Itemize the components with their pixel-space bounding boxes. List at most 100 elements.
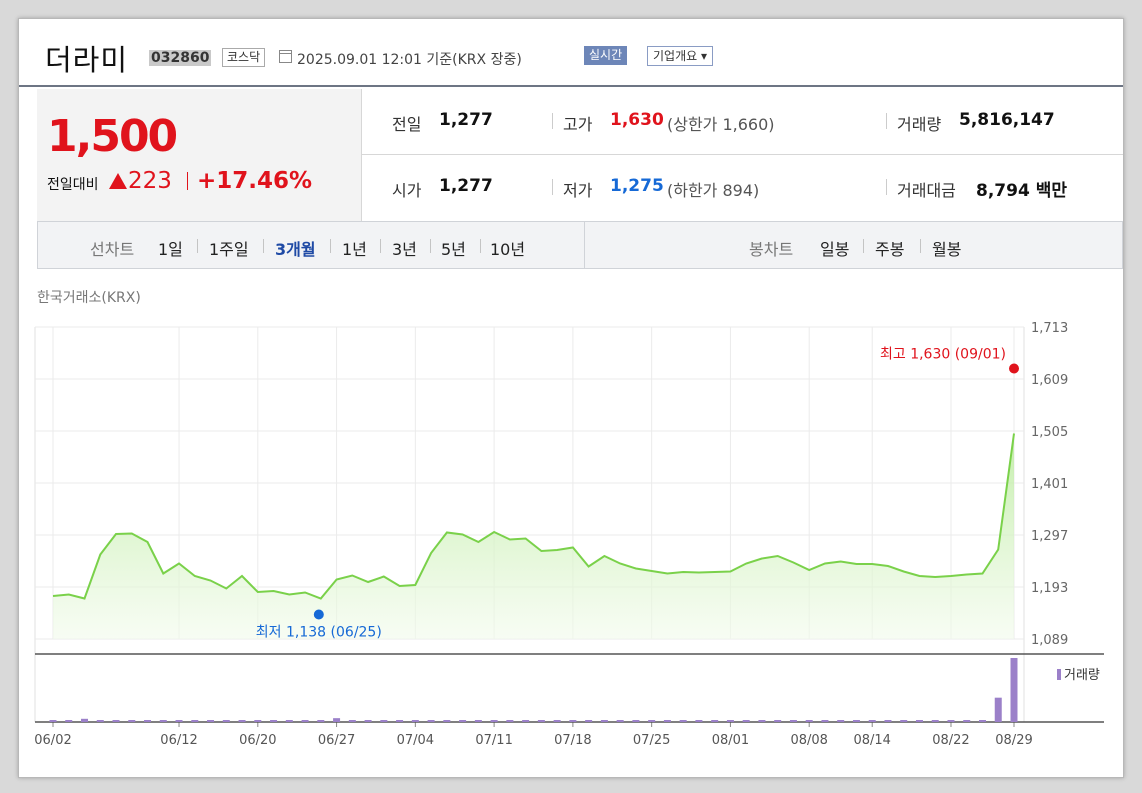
change-percent: +17.46% <box>197 168 313 194</box>
lower-limit: (하한가 894) <box>667 181 760 200</box>
x-tick-label: 08/22 <box>932 733 969 748</box>
period-3m[interactable]: 3개월 <box>275 240 316 259</box>
y-tick-label: 1,193 <box>1031 581 1068 596</box>
volume-bar <box>81 718 89 722</box>
volume-bar <box>191 720 199 722</box>
volume-bar <box>175 720 183 722</box>
volume-bar <box>600 720 608 722</box>
volume-bar <box>963 720 971 722</box>
amount-value: 8,794 백만 <box>976 181 1067 201</box>
volume-bar <box>443 720 451 722</box>
volume-bar <box>348 720 356 722</box>
open-label: 시가 <box>392 181 422 200</box>
price-area <box>53 433 1014 639</box>
volume-bar <box>821 720 829 722</box>
x-tick-label: 07/04 <box>397 733 434 748</box>
price-line <box>52 433 1015 600</box>
y-tick-label: 1,609 <box>1031 373 1068 388</box>
volume-bar <box>569 720 577 722</box>
stat-divider <box>552 179 553 195</box>
period-5y[interactable]: 5년 <box>441 240 466 259</box>
volume-bar <box>459 720 467 722</box>
volume-bar <box>537 720 545 722</box>
volume-bar <box>994 697 1002 722</box>
x-tick-label: 06/12 <box>160 733 197 748</box>
volume-bar <box>474 720 482 722</box>
candle-daily[interactable]: 일봉 <box>820 240 850 259</box>
volume-bar <box>648 720 656 722</box>
x-tick-label: 08/14 <box>853 733 890 748</box>
high-value: 1,630 <box>610 110 664 130</box>
period-1d[interactable]: 1일 <box>158 240 183 259</box>
x-tick-label: 08/01 <box>712 733 749 748</box>
period-divider <box>263 239 264 253</box>
volume-bar <box>711 720 719 722</box>
volume-bar <box>1010 658 1018 722</box>
volume-bar <box>978 720 986 722</box>
volume-label: 거래량 <box>897 115 942 134</box>
price-summary: 1,500 전일대비 223 +17.46% <box>37 89 362 221</box>
period-1w[interactable]: 1주일 <box>209 240 249 259</box>
volume-bar <box>915 720 923 722</box>
volume-bar <box>364 720 372 722</box>
change-amount: 223 <box>128 168 172 194</box>
volume-bar <box>726 720 734 722</box>
low-value: 1,275 <box>610 176 664 196</box>
volume-bar <box>695 720 703 722</box>
x-tick-label: 08/08 <box>790 733 827 748</box>
volume-bar <box>270 720 278 722</box>
low-label: 최저 1,138 (06/25) <box>256 625 382 641</box>
volume-bar <box>506 720 514 722</box>
volume-bar <box>837 720 845 722</box>
stock-name: 더라미 <box>45 43 129 77</box>
volume-bar <box>207 720 215 722</box>
company-overview-dropdown[interactable]: 기업개요 ▾ <box>647 46 713 66</box>
period-1y[interactable]: 1년 <box>342 240 367 259</box>
price-chart: 1,713 1,609 1,505 1,401 1,297 1,193 1,089 06/02… <box>34 321 1104 748</box>
x-tick-label: 06/27 <box>318 733 355 748</box>
period-divider <box>197 239 198 253</box>
calendar-icon <box>279 50 292 63</box>
volume-bar <box>884 720 892 722</box>
y-tick-label: 1,089 <box>1031 633 1068 648</box>
stock-widget: 더라미 032860 코스닥 2025.09.01 12:01 기준(KRX 장… <box>18 18 1124 778</box>
volume-bar <box>49 720 57 722</box>
volume-bar <box>301 720 309 722</box>
period-divider <box>380 239 381 253</box>
volume-bar <box>805 720 813 722</box>
volume-bar <box>222 720 230 722</box>
x-tick-label: 08/29 <box>995 733 1032 748</box>
high-marker <box>1009 363 1019 374</box>
low-label: 저가 <box>563 181 593 200</box>
y-tick-label: 1,505 <box>1031 425 1068 440</box>
volume-bar <box>112 720 120 722</box>
volume-bar <box>900 720 908 722</box>
y-tick-label: 1,297 <box>1031 529 1068 544</box>
volume-bar <box>238 720 246 722</box>
volume-bar <box>159 720 167 722</box>
period-divider <box>920 239 921 253</box>
amount-label: 거래대금 <box>897 181 956 200</box>
volume-bar <box>742 720 750 722</box>
volume-bar <box>317 720 325 722</box>
y-tick-label: 1,401 <box>1031 477 1068 492</box>
high-label: 최고 1,630 (09/01) <box>880 347 1006 363</box>
volume-bar <box>616 720 624 722</box>
candle-monthly[interactable]: 월봉 <box>932 240 962 259</box>
low-marker <box>313 609 324 620</box>
period-divider <box>330 239 331 253</box>
volume-bar <box>490 720 498 722</box>
volume-bar <box>632 720 640 722</box>
stat-divider <box>886 113 887 129</box>
period-10y[interactable]: 10년 <box>490 240 526 259</box>
volume-bar <box>774 720 782 722</box>
volume-bar <box>128 720 136 722</box>
realtime-button[interactable]: 실시간 <box>584 46 628 65</box>
volume-bar <box>852 720 860 722</box>
candle-chart-label: 봉차트 <box>749 240 794 259</box>
volume-bar <box>585 720 593 722</box>
volume-bar <box>553 720 561 722</box>
period-3y[interactable]: 3년 <box>392 240 417 259</box>
candle-weekly[interactable]: 주봉 <box>875 240 905 259</box>
stock-code: 032860 <box>149 50 212 66</box>
